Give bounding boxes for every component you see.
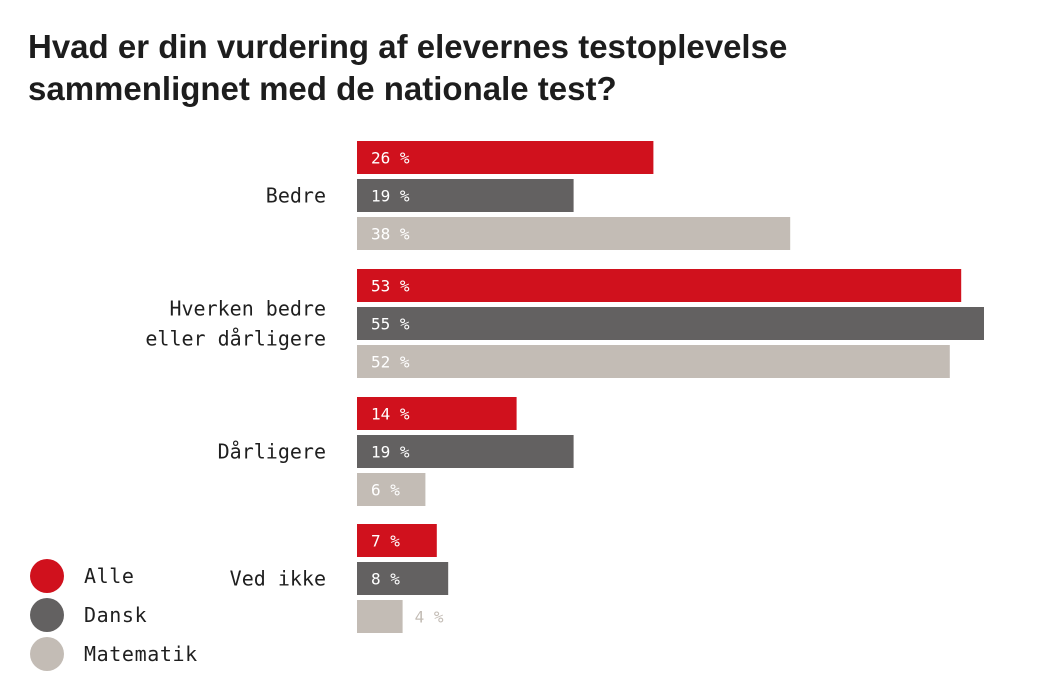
bar-dansk (357, 307, 984, 340)
data-label: 26 % (371, 149, 410, 168)
bar-dansk (357, 435, 574, 468)
bar-alle (357, 524, 437, 557)
bar-alle (357, 141, 654, 174)
bar-alle (357, 269, 962, 302)
legend-swatch-alle (30, 558, 64, 593)
chart-title: Hvad er din vurdering af elevernes testo… (28, 26, 1028, 110)
legend-label-dansk: Dansk (84, 602, 148, 627)
data-label: 55 % (371, 315, 410, 334)
bar-dansk (357, 179, 574, 212)
chart-title-line-2: sammenlignet med de nationale test? (28, 70, 617, 107)
bar-matematik (357, 600, 403, 633)
bar-dansk (357, 562, 449, 595)
data-label: 8 % (371, 570, 400, 589)
legend-item-alle: Alle (30, 556, 250, 595)
category-label: Dårligere (218, 440, 326, 464)
bar-alle (357, 397, 517, 430)
data-label: 52 % (371, 353, 410, 372)
category-label: Bedre (266, 184, 326, 208)
data-label: 7 % (371, 532, 400, 551)
category-label: eller dårligere (145, 327, 326, 351)
bar-matematik (357, 217, 791, 250)
data-label: 19 % (371, 443, 410, 462)
legend-swatch-matematik (30, 636, 64, 671)
data-label: 4 % (415, 608, 444, 627)
category-label: Hverken bedre (169, 297, 326, 321)
data-label: 38 % (371, 225, 410, 244)
data-label: 14 % (371, 405, 410, 424)
bar-matematik (357, 345, 950, 378)
legend-item-matematik: Matematik (30, 634, 250, 673)
legend-label-alle: Alle (84, 563, 135, 588)
bar-matematik (357, 473, 426, 506)
data-label: 19 % (371, 187, 410, 206)
data-label: 6 % (371, 481, 400, 500)
legend-item-dansk: Dansk (30, 595, 250, 634)
legend-swatch-dansk (30, 597, 64, 632)
data-label: 53 % (371, 277, 410, 296)
legend-label-matematik: Matematik (84, 641, 198, 666)
chart-title-line-1: Hvad er din vurdering af elevernes testo… (28, 28, 788, 65)
category-label: Ved ikke (230, 567, 326, 591)
legend: Alle Dansk Matematik (30, 556, 250, 673)
